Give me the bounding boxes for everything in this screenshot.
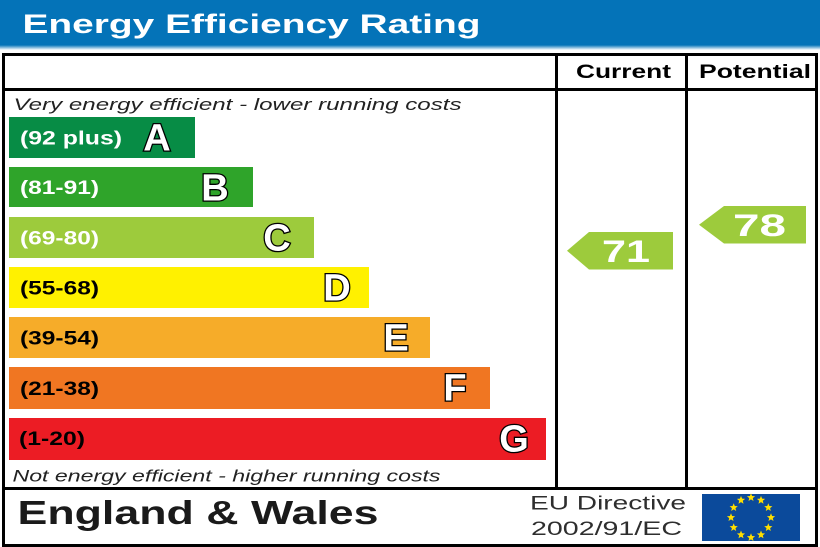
svg-text:B: B: [201, 168, 228, 210]
svg-text:2002/91/EC: 2002/91/EC: [531, 518, 682, 540]
svg-text:(1-20): (1-20): [19, 429, 85, 450]
svg-text:F: F: [443, 368, 466, 410]
svg-text:(69-80): (69-80): [20, 229, 99, 250]
svg-text:E: E: [383, 318, 408, 360]
svg-text:A: A: [143, 118, 170, 160]
svg-text:(81-91): (81-91): [20, 178, 99, 199]
svg-text:Potential: Potential: [699, 62, 811, 83]
svg-text:Energy Efficiency Rating: Energy Efficiency Rating: [23, 9, 481, 39]
svg-text:C: C: [263, 218, 290, 260]
svg-text:Very energy efficient - lower: Very energy efficient - lower running co…: [14, 95, 463, 114]
svg-text:Not energy efficient - higher: Not energy efficient - higher running co…: [13, 467, 442, 486]
svg-text:71: 71: [602, 233, 650, 269]
svg-text:D: D: [323, 268, 350, 310]
svg-text:(55-68): (55-68): [20, 279, 99, 300]
svg-text:78: 78: [733, 207, 786, 243]
svg-text:(21-38): (21-38): [20, 379, 99, 400]
svg-text:EU Directive: EU Directive: [530, 493, 686, 515]
svg-text:Current: Current: [576, 62, 672, 83]
svg-text:(39-54): (39-54): [20, 329, 99, 350]
svg-text:(92 plus): (92 plus): [20, 129, 122, 150]
svg-text:England & Wales: England & Wales: [18, 494, 379, 531]
svg-text:G: G: [499, 419, 529, 461]
